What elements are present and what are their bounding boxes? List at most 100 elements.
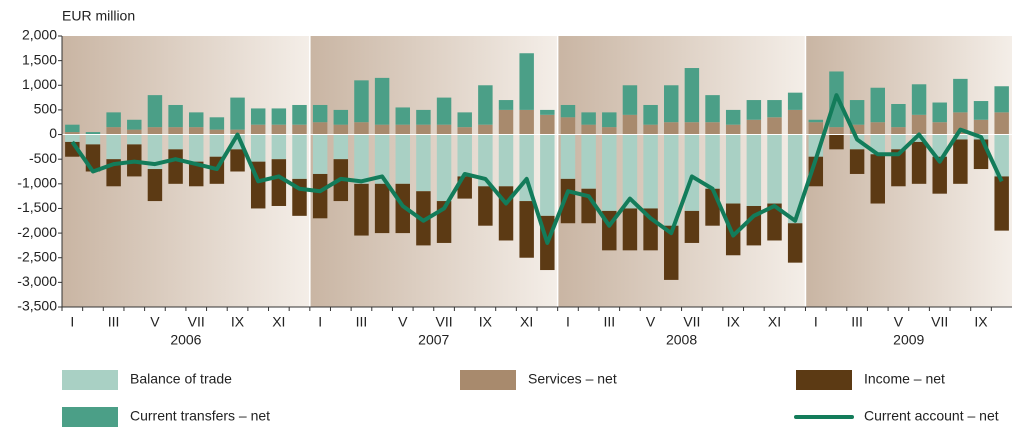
y-tick-label: -500 <box>29 150 57 166</box>
legend-swatch <box>796 370 852 390</box>
bar <box>478 85 493 125</box>
bar <box>643 124 658 135</box>
bar <box>622 134 638 209</box>
bar <box>189 134 204 162</box>
bar <box>540 134 555 216</box>
bar <box>829 134 844 150</box>
bar <box>767 117 782 135</box>
bar <box>684 68 700 123</box>
bar <box>664 225 679 280</box>
bar <box>395 134 410 184</box>
bar <box>705 134 720 189</box>
bar <box>106 127 121 135</box>
bar <box>560 134 576 179</box>
legend-swatch <box>460 370 516 390</box>
bar <box>333 109 349 125</box>
bar <box>746 100 762 120</box>
bar <box>168 127 183 135</box>
bar <box>498 134 514 187</box>
y-axis-label: EUR million <box>62 8 135 24</box>
bar <box>787 134 803 224</box>
y-tick-label: -2,500 <box>17 248 57 264</box>
bar <box>622 114 638 135</box>
bar <box>705 122 720 135</box>
y-tick-label: -1,500 <box>17 199 57 215</box>
bar <box>395 183 410 234</box>
bar <box>746 134 762 206</box>
bar <box>581 112 596 125</box>
legend-label: Current transfers – net <box>130 408 270 424</box>
bar <box>953 78 968 113</box>
bar <box>209 134 225 157</box>
year-label: 2006 <box>170 332 201 348</box>
bar <box>457 127 472 135</box>
bar <box>271 124 287 135</box>
year-background <box>309 36 558 307</box>
bar <box>519 53 534 110</box>
bar <box>333 124 349 135</box>
bar <box>994 176 1009 231</box>
bar <box>808 122 824 135</box>
bar <box>354 134 369 184</box>
bar <box>85 132 101 135</box>
bar <box>767 100 782 118</box>
bar <box>147 95 163 128</box>
bar <box>189 112 204 128</box>
bar <box>519 109 534 135</box>
bar <box>725 134 741 204</box>
bar <box>457 134 472 177</box>
bar <box>85 134 101 145</box>
bar <box>932 134 947 157</box>
bar <box>436 124 452 135</box>
bar <box>829 127 844 135</box>
bar <box>127 119 142 130</box>
bar <box>787 109 803 135</box>
bar <box>374 183 390 234</box>
x-tick-label: VII <box>188 314 205 330</box>
bar <box>602 112 617 128</box>
x-tick-label: VII <box>683 314 700 330</box>
bar <box>602 134 617 211</box>
bar <box>725 203 741 256</box>
bar <box>891 127 906 135</box>
bar <box>808 119 824 123</box>
bar <box>333 134 349 160</box>
bar <box>581 188 596 224</box>
bar <box>416 124 431 135</box>
bar <box>416 109 431 125</box>
legend-label: Current account – net <box>864 408 999 424</box>
bar <box>622 85 638 115</box>
bar <box>684 210 700 243</box>
y-tick-label: 2,000 <box>22 27 57 43</box>
bar <box>250 124 266 135</box>
bar <box>292 104 307 125</box>
bar <box>870 122 885 135</box>
bar <box>312 173 328 219</box>
bar <box>374 134 390 184</box>
bar <box>932 102 947 123</box>
bar <box>994 112 1009 135</box>
bar <box>994 134 1009 177</box>
bar <box>250 108 266 125</box>
bar <box>953 139 968 184</box>
x-tick-label: I <box>70 314 74 330</box>
bar <box>292 124 307 135</box>
bar <box>147 127 163 135</box>
bar <box>147 169 163 202</box>
bar <box>230 97 245 130</box>
bar <box>127 129 142 135</box>
bar <box>973 119 989 135</box>
bar <box>911 114 927 135</box>
bar <box>395 124 410 135</box>
bar <box>643 104 658 125</box>
x-tick-label: I <box>814 314 818 330</box>
bar <box>147 134 163 170</box>
bar <box>312 122 328 135</box>
x-tick-label: VII <box>436 314 453 330</box>
bar <box>65 134 80 142</box>
x-tick-label: V <box>398 314 408 330</box>
year-label: 2007 <box>418 332 449 348</box>
bar <box>374 124 390 135</box>
y-tick-label: -3,500 <box>17 298 57 314</box>
